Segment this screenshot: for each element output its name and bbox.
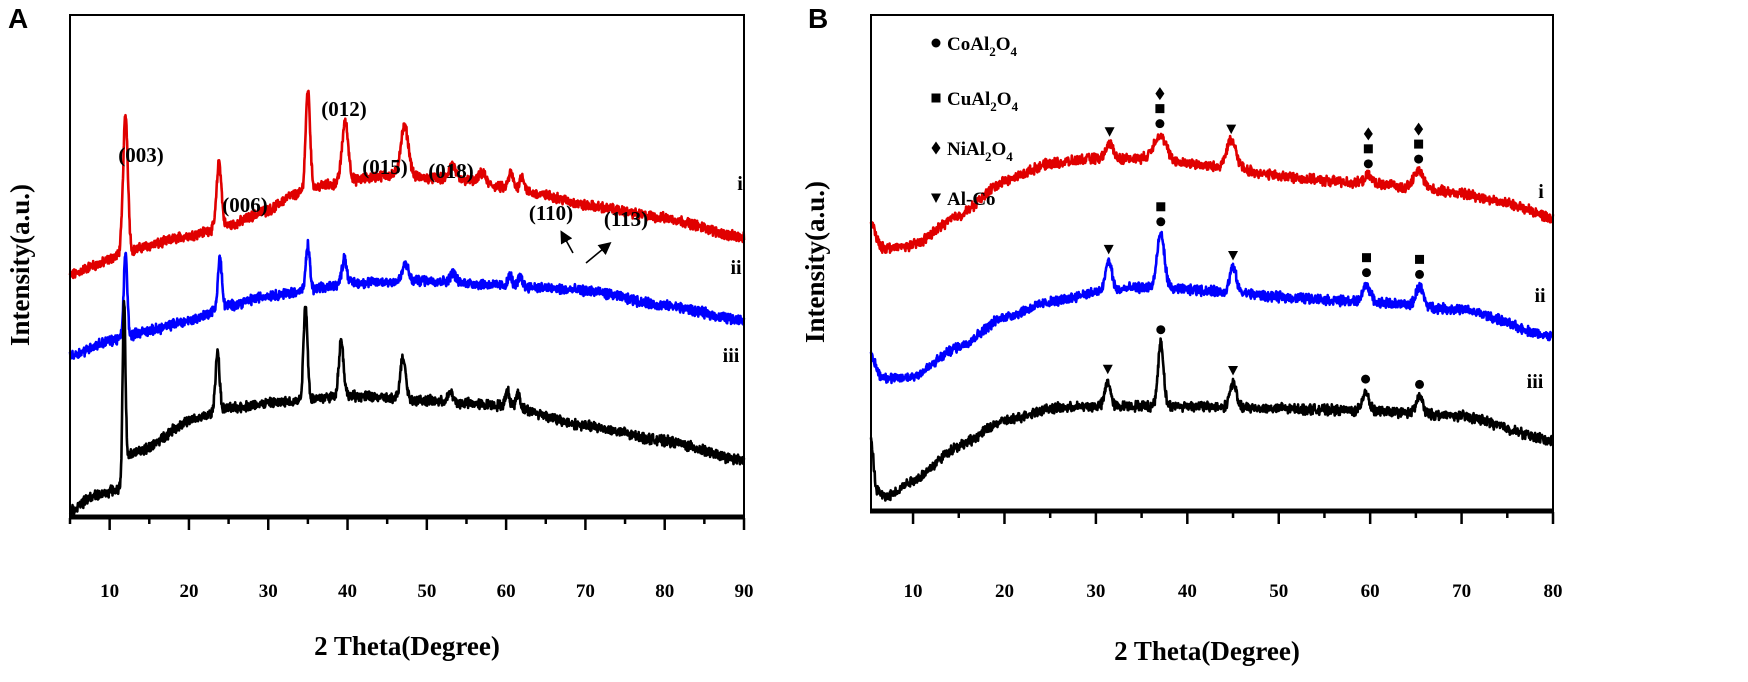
legend-label: NiAl2O4 — [947, 139, 1013, 164]
circle-phase-marker — [1155, 119, 1165, 129]
diamond-phase-marker — [1155, 87, 1165, 101]
legend-text-label: CuAl — [947, 89, 990, 110]
legend-text-mid: O — [997, 89, 1012, 110]
peak-label: (003) — [118, 143, 164, 167]
series-label-ii: ii — [1534, 285, 1546, 307]
legend-text-label: NiAl — [947, 139, 985, 160]
x-tick-label: 20 — [179, 581, 198, 602]
legend-label: CoAl2O4 — [947, 34, 1018, 59]
legend-text-sub1: 2 — [985, 149, 992, 164]
circle-phase-marker — [1415, 379, 1425, 389]
legend-text-sub2: 4 — [1011, 44, 1018, 59]
triangle-down-phase-marker — [1104, 127, 1115, 137]
x-tick-label: 50 — [417, 581, 436, 602]
x-tick-label: 80 — [1544, 581, 1563, 602]
series-i: i — [869, 87, 1555, 254]
square-phase-marker — [1363, 144, 1373, 154]
x-tick-label: 30 — [1086, 581, 1105, 602]
legend-marker-circle — [931, 38, 941, 48]
series-ii: ii — [68, 238, 746, 360]
x-tick-label: 40 — [1178, 581, 1197, 602]
diamond-phase-marker — [1414, 122, 1424, 136]
annotation-arrow — [560, 230, 574, 254]
series-line-i — [68, 89, 746, 280]
x-tick-label: 70 — [1452, 581, 1471, 602]
legend-label: CuAl2O4 — [947, 89, 1019, 114]
y-axis-title: Intensity(a.u.) — [5, 184, 35, 346]
series-label-ii: ii — [730, 257, 742, 279]
series-line-ii — [869, 230, 1554, 385]
legend-text-sub1: 2 — [989, 44, 996, 59]
panel-letter: A — [8, 3, 28, 34]
series-line-i — [869, 132, 1555, 254]
x-tick-label: 20 — [995, 581, 1014, 602]
legend-marker-triangle-down — [931, 193, 941, 203]
diamond-phase-marker — [1363, 127, 1373, 141]
series-i: i — [68, 89, 746, 280]
legend-marker-square — [931, 93, 941, 103]
triangle-down-phase-marker — [1103, 244, 1114, 255]
series-label-iii: iii — [723, 345, 740, 367]
annotation-arrow — [585, 241, 612, 264]
series-label-i: i — [1538, 181, 1544, 203]
square-phase-marker — [1362, 253, 1372, 263]
series-line-iii — [68, 299, 746, 518]
x-axis-title: 2 Theta(Degree) — [1114, 636, 1300, 666]
peak-label: (113) — [604, 207, 648, 231]
triangle-down-phase-marker — [1228, 366, 1239, 376]
triangle-down-phase-marker — [1228, 250, 1239, 261]
circle-phase-marker — [1363, 159, 1373, 169]
x-tick-label: 60 — [497, 581, 516, 602]
legend-marker-diamond — [931, 141, 941, 155]
legend-text-mid: O — [992, 139, 1007, 160]
square-phase-marker — [1156, 202, 1166, 212]
circle-phase-marker — [1362, 268, 1372, 278]
x-tick-label: 60 — [1361, 581, 1380, 602]
x-tick-label: 90 — [735, 581, 754, 602]
series-label-iii: iii — [1527, 371, 1544, 393]
series-iii: iii — [68, 299, 746, 518]
series-line-iii — [869, 337, 1555, 502]
x-tick-label: 80 — [655, 581, 674, 602]
series-label-i: i — [737, 173, 743, 195]
square-phase-marker — [1155, 104, 1165, 114]
y-axis-title: Intensity(a.u.) — [800, 181, 830, 343]
series-line-ii — [68, 238, 746, 360]
x-tick-label: 50 — [1269, 581, 1288, 602]
series-iii: iii — [869, 325, 1555, 502]
x-tick-label: 40 — [338, 581, 357, 602]
triangle-down-phase-marker — [1226, 124, 1237, 135]
legend-text-sub2: 4 — [1006, 149, 1013, 164]
peak-label: (018) — [428, 159, 474, 183]
peak-label: (006) — [222, 193, 268, 217]
triangle-down-phase-marker — [1102, 364, 1113, 375]
x-tick-label: 30 — [259, 581, 278, 602]
square-phase-marker — [1415, 254, 1425, 264]
legend-text-sub2: 4 — [1012, 99, 1019, 114]
series-ii: ii — [869, 202, 1554, 385]
circle-phase-marker — [1156, 325, 1166, 335]
legend-label: Al-Co — [947, 189, 996, 210]
x-tick-label: 70 — [576, 581, 595, 602]
peak-label: (012) — [321, 97, 367, 121]
panel-letter: B — [808, 3, 828, 34]
circle-phase-marker — [1414, 154, 1424, 164]
x-tick-label: 10 — [100, 581, 119, 602]
x-axis-title: 2 Theta(Degree) — [314, 631, 500, 661]
legend-text-sub1: 2 — [990, 99, 997, 114]
circle-phase-marker — [1361, 374, 1371, 384]
x-tick-label: 10 — [904, 581, 923, 602]
peak-label: (015) — [362, 155, 408, 179]
peak-label: (110) — [529, 201, 573, 225]
legend-text-mid: O — [996, 34, 1011, 55]
circle-phase-marker — [1415, 269, 1425, 279]
square-phase-marker — [1414, 139, 1424, 149]
legend-text-label: Al-Co — [947, 189, 996, 210]
legend-text-label: CoAl — [947, 34, 989, 55]
circle-phase-marker — [1156, 217, 1166, 227]
